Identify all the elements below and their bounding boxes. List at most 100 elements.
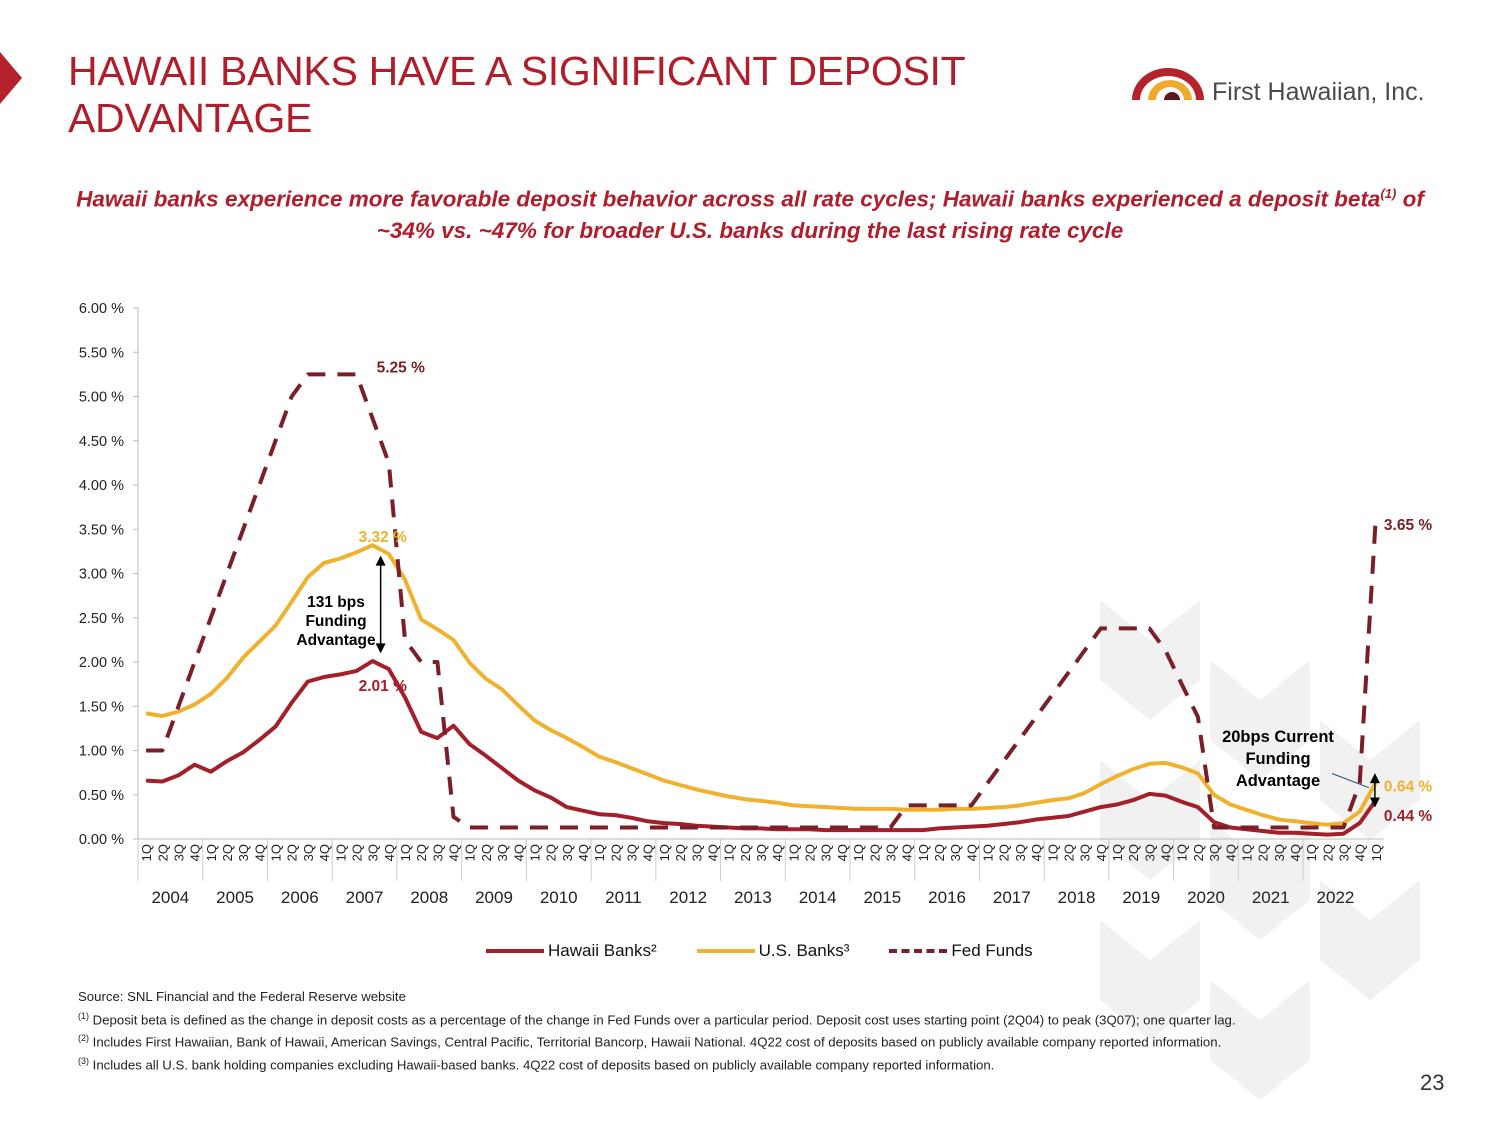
x-year-label: 2013 — [734, 888, 772, 907]
footnote-2: (2) Includes First Hawaiian, Bank of Haw… — [78, 1029, 1368, 1052]
x-year-label: 2014 — [799, 888, 837, 907]
x-year-label: 2006 — [281, 888, 319, 907]
title-line-1: HAWAII BANKS HAVE A SIGNIFICANT DEPOSIT — [68, 48, 966, 94]
footnote-1-text: Deposit beta is defined as the change in… — [89, 1011, 1236, 1027]
x-year-label: 2007 — [346, 888, 384, 907]
footnote-3-text: Includes all U.S. bank holding companies… — [89, 1057, 995, 1073]
legend-item-fed: Fed Funds — [889, 941, 1033, 961]
x-quarter-label: 4Q — [1159, 844, 1174, 861]
x-quarter-label: 2Q — [738, 844, 753, 861]
page-number: 23 — [1420, 1070, 1445, 1095]
x-quarter-label: 4Q — [1353, 844, 1368, 861]
x-year-label: 2018 — [1058, 888, 1096, 907]
y-tick-label: 4.00 % — [79, 478, 124, 494]
y-tick-label: 1.00 % — [79, 744, 124, 760]
footnote-3: (3) Includes all U.S. bank holding compa… — [78, 1052, 1368, 1075]
legend-label-us: U.S. Banks³ — [758, 941, 850, 960]
footnote-2-ref: (2) — [78, 1033, 89, 1044]
x-quarter-label: 2Q — [220, 844, 235, 861]
chart-legend: Hawaii Banks² U.S. Banks³ Fed Funds — [486, 940, 1073, 962]
x-quarter-label: 1Q — [916, 844, 931, 861]
x-quarter-label: 3Q — [1207, 844, 1222, 861]
hawaii-peak-label: 2.01 % — [359, 678, 407, 695]
x-quarter-label: 2Q — [414, 844, 429, 861]
advantage-leader-line — [1331, 773, 1370, 789]
x-year-label: 2017 — [993, 888, 1031, 907]
x-quarter-label: 2Q — [1191, 844, 1206, 861]
x-year-label: 2011 — [605, 888, 642, 907]
x-quarter-label: 2Q — [673, 844, 688, 861]
x-year-label: 2004 — [151, 888, 189, 907]
x-quarter-label: 2Q — [608, 844, 623, 861]
x-quarter-label: 1Q — [981, 844, 996, 861]
legend-swatch-fed — [889, 949, 948, 953]
us-end-label: 0.64 % — [1384, 778, 1432, 795]
title-line-2: ADVANTAGE — [68, 95, 313, 141]
x-quarter-label: 1Q — [1175, 844, 1190, 861]
fed-peak-label: 5.25 % — [377, 359, 425, 376]
x-quarter-label: 3Q — [754, 844, 769, 861]
series-line-hawaii — [145, 659, 1378, 837]
x-quarter-label: 2Q — [1061, 844, 1076, 861]
x-year-label: 2020 — [1187, 888, 1225, 907]
x-quarter-label: 1Q — [1239, 844, 1254, 861]
footnote-source: Source: SNL Financial and the Federal Re… — [78, 989, 406, 1004]
x-quarter-label: 1Q — [204, 844, 219, 861]
advantage-label-2007-line: 131 bps — [307, 594, 365, 611]
y-tick-label: 5.00 % — [79, 390, 124, 406]
x-quarter-label: 1Q — [657, 844, 672, 861]
x-quarter-label: 4Q — [900, 844, 915, 861]
x-quarter-label: 3Q — [1337, 844, 1352, 861]
x-quarter-label: 3Q — [625, 844, 640, 861]
x-quarter-label: 4Q — [317, 844, 332, 861]
series-line-us — [145, 543, 1378, 827]
arrow-head-up-icon — [375, 555, 386, 566]
x-year-label: 2022 — [1317, 888, 1355, 907]
x-quarter-label: 3Q — [236, 844, 251, 861]
footnote-3-ref: (3) — [78, 1056, 89, 1067]
x-quarter-label: 1Q — [592, 844, 607, 861]
x-quarter-label: 4Q — [188, 844, 203, 861]
x-quarter-label: 3Q — [1142, 844, 1157, 861]
subtitle-part-2: of ~34% vs. ~47% for broader U.S. banks … — [376, 186, 1424, 243]
advantage-label-2022-line: 20bps Current — [1222, 728, 1334, 746]
x-quarter-label: 1Q — [722, 844, 737, 861]
x-quarter-label: 4Q — [382, 844, 397, 861]
legend-label-fed: Fed Funds — [951, 941, 1033, 960]
y-tick-label: 2.00 % — [79, 655, 124, 671]
x-quarter-label: 3Q — [430, 844, 445, 861]
x-quarter-label: 3Q — [819, 844, 834, 861]
x-quarter-label: 4Q — [641, 844, 656, 861]
x-quarter-label: 4Q — [770, 844, 785, 861]
y-tick-label: 2.50 % — [79, 611, 124, 627]
x-quarter-label: 4Q — [576, 844, 591, 861]
x-quarter-label: 1Q — [527, 844, 542, 861]
x-quarter-label: 2Q — [479, 844, 494, 861]
x-quarter-label: 2Q — [932, 844, 947, 861]
x-quarter-label: 3Q — [883, 844, 898, 861]
y-axis: 0.00 % 0.50 % 1.00 % 1.50 % 2.00 % 2.50 % 3.00… — [79, 301, 139, 848]
series-line-fed — [146, 372, 1378, 830]
deposit-cost-chart: 0.00 % 0.50 % 1.00 % 1.50 % 2.00 % 2.50 % 3.00… — [79, 301, 1433, 907]
us-peak-label: 3.32 % — [359, 529, 407, 546]
x-quarter-label: 2Q — [285, 844, 300, 861]
legend-item-us: U.S. Banks³ — [696, 941, 850, 961]
x-quarter-label: 4Q — [1094, 844, 1109, 861]
x-quarter-label: 3Q — [1078, 844, 1093, 861]
x-quarter-label: 1Q — [463, 844, 478, 861]
chevron-watermark — [1100, 600, 1420, 1100]
x-year-label: 2009 — [475, 888, 513, 907]
advantage-label-2022-line: Advantage — [1236, 772, 1320, 790]
x-year-label: 2019 — [1122, 888, 1160, 907]
x-quarter-label: 4Q — [1029, 844, 1044, 861]
x-quarter-label: 2Q — [1256, 844, 1271, 861]
x-quarter-label: 4Q — [447, 844, 462, 861]
x-year-label: 2021 — [1252, 888, 1290, 907]
x-quarter-label: 1Q — [1304, 844, 1319, 861]
x-quarter-label: 3Q — [366, 844, 381, 861]
x-quarter-label: 3Q — [495, 844, 510, 861]
x-quarter-label: 4Q — [1223, 844, 1238, 861]
x-quarter-label: 2Q — [155, 844, 170, 861]
footnote-2-text: Includes First Hawaiian, Bank of Hawaii,… — [89, 1034, 1222, 1050]
series-lines — [145, 372, 1378, 837]
